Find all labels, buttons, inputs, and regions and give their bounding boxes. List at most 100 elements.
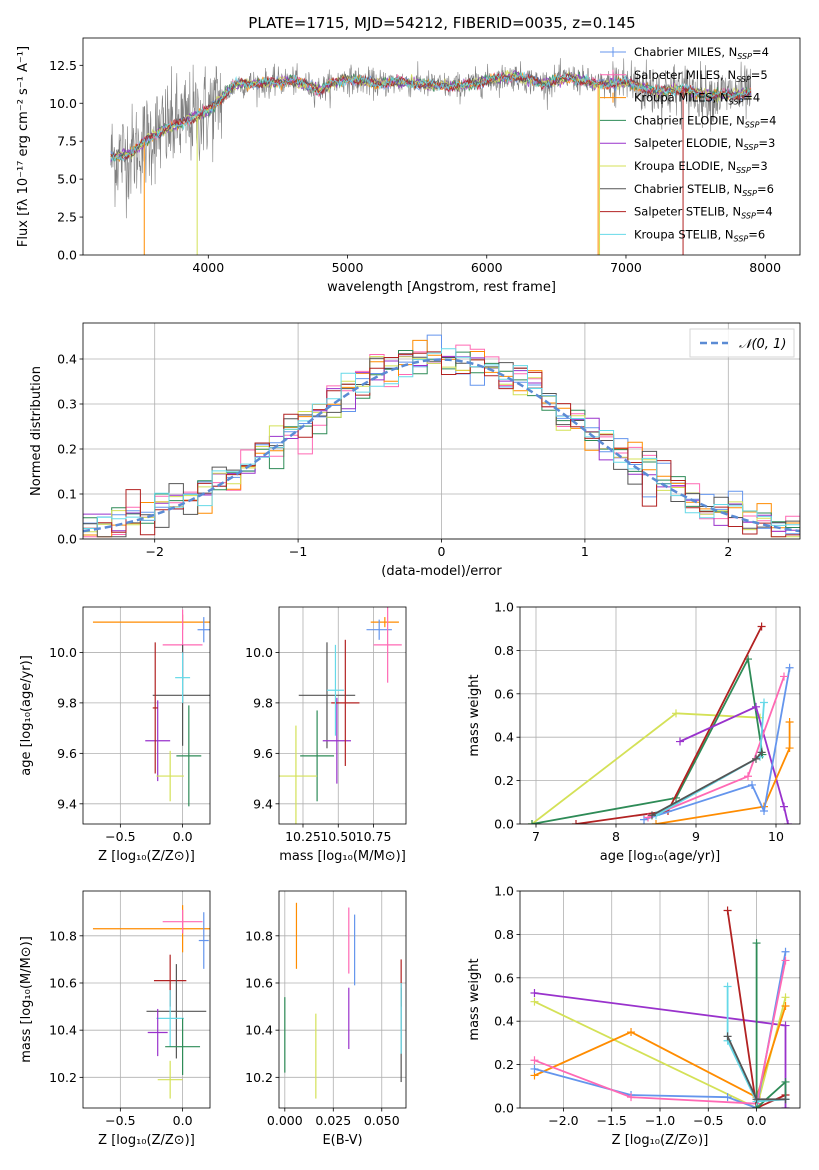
axes-frame (278, 890, 407, 1109)
weight-marker (640, 815, 648, 824)
weight-marker (528, 820, 536, 824)
errorbar-point (175, 652, 191, 703)
errorbar-point (152, 642, 158, 774)
y-tick-label: 0.0 (494, 1101, 514, 1116)
y-tick-label: 5.0 (57, 172, 77, 187)
weight-marker (757, 748, 766, 757)
axes-mass-vs-Z: −0.5 0.0 10.2 10.4 10.6 10.8 Z [log₁₀(Z/Z⊙)] ma… (19, 890, 211, 1148)
weight-marker (752, 754, 760, 763)
y-tick-label: 10.0 (245, 645, 273, 660)
y-axis-label: Flux [fλ 10⁻¹⁷ erg cm⁻² s⁻¹ A⁻¹] (16, 46, 31, 247)
y-tick-label: 10.8 (245, 928, 273, 943)
weight-marker (530, 997, 539, 1006)
y-tick-label: 0.1 (57, 487, 77, 502)
weight-line-2 (534, 1005, 787, 1099)
x-tick-label: 0 (438, 544, 446, 559)
axes-weight-vs-Z: −2.0 −1.5 −1.0 −0.5 0.0 0.0 0.2 0.4 0.6 0.8 1.0 Z [… (467, 884, 801, 1148)
errorbar-point (156, 750, 184, 802)
errorbar-point (326, 644, 344, 736)
errorbar-point (162, 909, 203, 934)
x-axis-label: age [log₁₀(age/yr)] (600, 849, 721, 864)
errorbar-point (165, 1018, 201, 1075)
errorbar-point (373, 607, 402, 683)
x-tick-label: 0.050 (364, 1113, 400, 1128)
errorbar-point (147, 1008, 168, 1057)
y-tick-label: 0.0 (57, 248, 77, 263)
errorbar-point (156, 990, 184, 1047)
x-tick-label: 8000 (749, 260, 781, 275)
x-tick-label: 10.50 (320, 829, 356, 844)
y-tick-label: 0.0 (57, 532, 77, 547)
axes-mass-vs-ebv: 0.000 0.025 0.050 10.2 10.4 10.6 10.8 E(B-V) (245, 890, 407, 1148)
y-tick-label: 10.0 (49, 645, 77, 660)
weight-line-1 (531, 656, 764, 824)
y-tick-label: 0.6 (494, 970, 514, 985)
plot-area (284, 902, 402, 1099)
weight-line-4 (655, 722, 791, 824)
y-tick-label: 9.6 (253, 746, 273, 761)
y-tick-label: 10.6 (245, 975, 273, 990)
x-tick-label: 1 (581, 544, 589, 559)
x-axis-label: Z [log₁₀(Z/Z⊙)] (98, 1133, 195, 1148)
weight-marker (752, 939, 761, 948)
errorbar-point (145, 700, 171, 782)
y-tick-label: 10.8 (49, 928, 77, 943)
y-tick-label: 9.8 (57, 695, 77, 710)
y-tick-label: 0.2 (494, 1057, 514, 1072)
weight-marker (781, 993, 790, 1002)
x-tick-label: 8 (612, 829, 620, 844)
weight-line-3 (679, 705, 789, 824)
errorbar-point (322, 697, 351, 784)
weight-marker (572, 820, 580, 824)
x-tick-label: −1.5 (597, 1113, 627, 1128)
weight-line-0 (531, 712, 761, 824)
weight-marker (627, 1093, 636, 1102)
y-tick-label: 10.4 (49, 1023, 77, 1038)
errorbar-point (197, 617, 210, 643)
x-tick-label: 0.0 (747, 1113, 767, 1128)
weight-marker (530, 1064, 539, 1073)
spectrum-legend: Chabrier MILES, NSSP=4 Salpeter MILES, NS… (600, 45, 776, 243)
legend-label: Chabrier STELIB, NSSP=6 (634, 182, 774, 198)
legend-box (689, 328, 795, 358)
plot-area (530, 906, 790, 1108)
x-tick-label: 10.75 (356, 829, 392, 844)
x-axis-label: (data-model)/error (381, 564, 502, 579)
y-tick-label: 10.0 (49, 96, 77, 111)
y-tick-label: 0.4 (57, 352, 77, 367)
y-tick-label: 9.8 (253, 695, 273, 710)
model-line-4 (110, 70, 752, 163)
weight-line-4 (534, 960, 787, 1105)
y-tick-label: 9.4 (57, 796, 77, 811)
x-tick-label: −1 (289, 544, 307, 559)
weight-marker (752, 702, 760, 711)
x-tick-label: −2 (145, 544, 163, 559)
plot-area (92, 905, 210, 1099)
errorbar-point (198, 912, 209, 969)
y-axis-label: mass [log₁₀(M/M⊙)] (19, 936, 34, 1063)
x-tick-label: 0.025 (315, 1113, 351, 1128)
weight-marker (781, 1021, 790, 1030)
x-tick-label: 0.000 (267, 1113, 303, 1128)
x-tick-label: 4000 (192, 260, 224, 275)
weight-marker (748, 780, 756, 789)
weight-marker (757, 622, 766, 631)
y-tick-label: 1.0 (494, 884, 514, 899)
y-tick-label: 9.6 (57, 746, 77, 761)
gaussian-curve (83, 358, 800, 533)
x-axis-label: Z [log₁₀(Z/Z⊙)] (612, 1133, 709, 1148)
x-tick-label: −1.0 (645, 1113, 675, 1128)
x-tick-label: 0.0 (173, 1113, 193, 1128)
errorbar-point (146, 964, 207, 1059)
x-tick-label: 10 (768, 829, 784, 844)
weight-marker (723, 982, 732, 991)
weight-marker (781, 1104, 790, 1108)
axes-weight-vs-age: 7 8 9 10 0.0 0.2 0.4 0.6 0.8 1.0 age [log₁₀(age/yr… (467, 600, 801, 864)
figure-title: PLATE=1715, MJD=54212, FIBERID=0035, z=0… (248, 14, 635, 32)
y-tick-label: 0.4 (494, 1014, 514, 1029)
axes-frame (519, 606, 801, 825)
legend-label: Chabrier ELODIE, NSSP=4 (634, 113, 776, 129)
y-axis-label: mass weight (467, 674, 482, 756)
x-tick-label: 7 (532, 829, 540, 844)
